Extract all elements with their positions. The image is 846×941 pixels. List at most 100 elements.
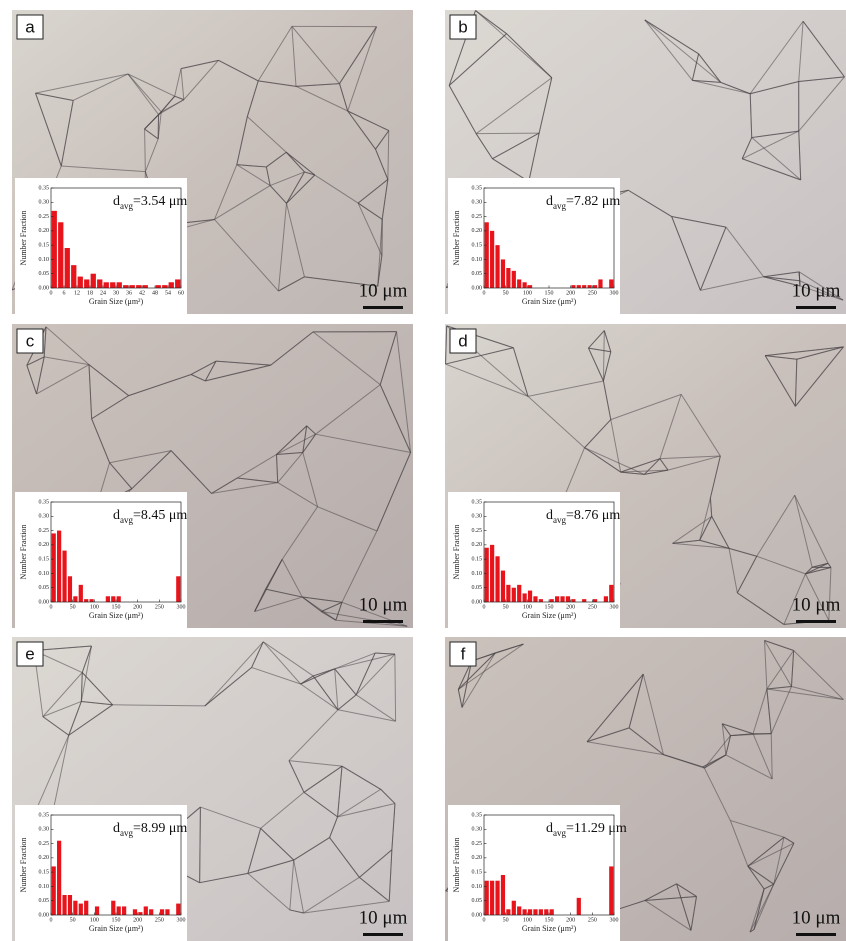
bar: [110, 282, 115, 288]
average-subscript: avg: [120, 201, 133, 211]
bar: [57, 841, 61, 915]
average-symbol: d: [546, 194, 553, 209]
panel: d0.000.050.100.150.200.250.300.350501001…: [445, 324, 846, 628]
bar: [156, 285, 161, 288]
x-tick-label: 60: [178, 290, 184, 296]
x-tick-label: 250: [588, 917, 597, 923]
bar: [91, 274, 96, 288]
panel-label: c: [26, 331, 35, 350]
bar: [165, 909, 169, 915]
bar: [495, 881, 499, 915]
panel: a0.000.050.100.150.200.250.300.350612182…: [12, 10, 413, 314]
bar: [550, 909, 554, 915]
x-tick-label: 300: [177, 917, 186, 923]
y-tick-label: 0.00: [39, 599, 50, 605]
y-axis-title: Number Fraction: [19, 838, 28, 893]
bar: [517, 585, 521, 602]
bar: [604, 596, 608, 602]
bar: [533, 909, 537, 915]
panel: c0.000.050.100.150.200.250.300.350501001…: [12, 324, 413, 628]
bar: [62, 895, 66, 915]
panel-label: a: [25, 17, 35, 36]
panel-label: d: [458, 331, 467, 350]
bar: [104, 282, 109, 288]
x-tick-label: 150: [545, 917, 554, 923]
bar: [609, 866, 613, 915]
y-tick-label: 0.10: [39, 884, 50, 890]
y-tick-label: 0.35: [472, 185, 483, 191]
y-tick-label: 0.05: [39, 271, 50, 277]
average-subscript: avg: [553, 515, 566, 525]
x-tick-label: 300: [610, 917, 619, 923]
y-tick-label: 0.20: [39, 542, 50, 548]
x-tick-label: 0: [50, 917, 53, 923]
bar: [130, 285, 135, 288]
y-tick-label: 0.35: [472, 812, 483, 818]
bar: [95, 906, 99, 915]
y-tick-label: 0.25: [472, 214, 483, 220]
x-tick-label: 150: [545, 290, 554, 296]
y-axis-title: Number Fraction: [452, 838, 461, 893]
bar: [560, 596, 564, 602]
bar: [495, 245, 499, 288]
x-tick-label: 50: [70, 917, 76, 923]
bar: [84, 599, 88, 602]
average-subscript: avg: [553, 828, 566, 838]
x-axis-title: Grain Size (μm²): [89, 924, 144, 933]
x-axis-title: Grain Size (μm²): [522, 611, 577, 620]
x-tick-label: 48: [152, 290, 158, 296]
x-axis-title: Grain Size (μm²): [522, 924, 577, 933]
y-tick-label: 0.10: [472, 884, 483, 890]
scale-bar-label: 10 μm: [359, 594, 408, 615]
scale-bar: [363, 620, 403, 623]
scale-bar: [796, 620, 836, 623]
x-tick-label: 50: [503, 917, 509, 923]
average-symbol: d: [113, 508, 120, 523]
y-axis-title: Number Fraction: [452, 211, 461, 266]
bar: [501, 259, 505, 288]
y-tick-label: 0.05: [39, 585, 50, 591]
x-tick-label: 0: [483, 917, 486, 923]
bar: [111, 596, 115, 602]
y-tick-label: 0.35: [39, 185, 50, 191]
x-tick-label: 42: [139, 290, 145, 296]
y-tick-label: 0.00: [472, 912, 483, 918]
bar: [68, 895, 72, 915]
bar: [111, 901, 115, 915]
x-tick-label: 30: [113, 290, 119, 296]
x-tick-label: 0: [483, 604, 486, 610]
figure: a0.000.050.100.150.200.250.300.350612182…: [0, 0, 846, 941]
y-tick-label: 0.20: [39, 228, 50, 234]
bar: [52, 533, 56, 602]
y-tick-label: 0.30: [39, 514, 50, 520]
scale-bar-label: 10 μm: [792, 907, 841, 928]
x-tick-label: 36: [126, 290, 132, 296]
scale-bar-label: 10 μm: [359, 280, 408, 301]
panel: b0.000.050.100.150.200.250.300.350501001…: [445, 10, 846, 314]
x-tick-label: 250: [588, 290, 597, 296]
y-axis-title: Number Fraction: [19, 211, 28, 266]
y-tick-label: 0.20: [472, 855, 483, 861]
bar: [123, 285, 128, 288]
y-axis-title: Number Fraction: [19, 525, 28, 580]
bar: [528, 591, 532, 602]
x-tick-label: 200: [566, 917, 575, 923]
bar: [495, 556, 499, 602]
y-tick-label: 0.05: [472, 585, 483, 591]
bar: [176, 576, 180, 602]
x-tick-label: 50: [503, 290, 509, 296]
bar: [68, 576, 72, 602]
x-tick-label: 300: [610, 290, 619, 296]
scale-bar-label: 10 μm: [792, 280, 841, 301]
bar: [117, 906, 121, 915]
bar: [512, 901, 516, 915]
bar: [577, 898, 581, 915]
bar: [593, 285, 597, 288]
y-tick-label: 0.15: [472, 870, 483, 876]
x-tick-label: 100: [523, 917, 532, 923]
bar: [73, 901, 77, 915]
bar: [122, 906, 126, 915]
bar: [485, 548, 489, 602]
bar: [512, 588, 516, 602]
y-tick-label: 0.35: [39, 499, 50, 505]
